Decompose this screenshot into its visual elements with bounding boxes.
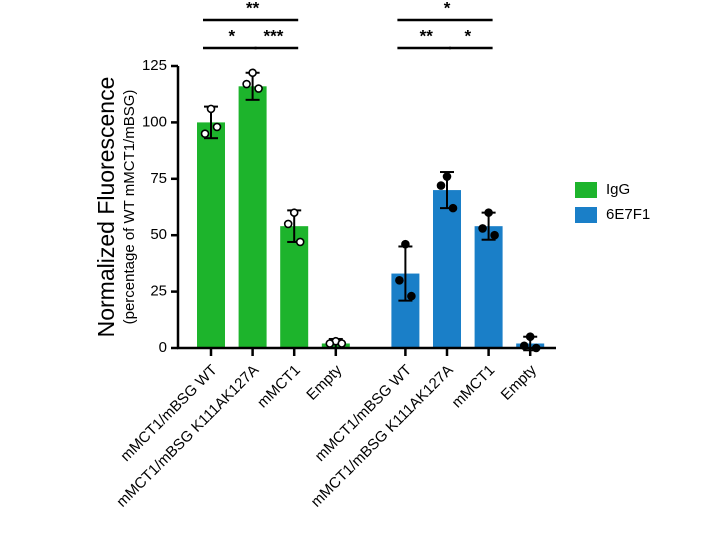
y-tick-label: 100 bbox=[142, 113, 167, 130]
data-point bbox=[206, 104, 216, 114]
data-point bbox=[337, 339, 347, 348]
data-point bbox=[242, 79, 251, 89]
y-tick-label: 0 bbox=[159, 339, 167, 356]
data-point bbox=[436, 181, 446, 190]
x-tick-label: Empty bbox=[498, 361, 540, 403]
x-tick-label: mMCT1 bbox=[254, 362, 304, 412]
legend-label: IgG bbox=[606, 181, 630, 198]
data-point bbox=[200, 129, 210, 138]
significance-label: * bbox=[464, 26, 471, 45]
data-point bbox=[289, 208, 299, 217]
data-point bbox=[395, 276, 404, 285]
data-point bbox=[448, 203, 458, 213]
bar bbox=[474, 226, 503, 348]
data-point bbox=[407, 291, 416, 301]
y-axis-title: Normalized Fluorescence bbox=[93, 77, 119, 338]
data-point bbox=[295, 237, 305, 247]
data-point bbox=[325, 339, 335, 348]
significance-label: * bbox=[228, 26, 235, 45]
y-axis-subtitle: (percentage of WT mMCT1/mBSG) bbox=[121, 90, 138, 325]
data-point bbox=[484, 208, 493, 217]
bar bbox=[197, 122, 225, 349]
significance-label: ** bbox=[246, 0, 260, 17]
x-tick-label: Empty bbox=[303, 361, 345, 403]
data-point bbox=[401, 239, 410, 249]
data-point bbox=[283, 219, 293, 229]
bar bbox=[280, 226, 309, 348]
data-point bbox=[525, 332, 535, 342]
significance-label: * bbox=[444, 0, 451, 17]
bar bbox=[238, 86, 267, 348]
y-tick-label: 125 bbox=[142, 57, 167, 74]
data-point bbox=[254, 84, 263, 93]
data-point bbox=[490, 230, 499, 240]
data-point bbox=[248, 68, 257, 78]
y-tick-label: 50 bbox=[150, 226, 167, 243]
x-tick-label: mMCT1 bbox=[449, 362, 499, 412]
legend-swatch bbox=[575, 207, 597, 223]
bar bbox=[433, 190, 461, 348]
y-axis-title-group: Normalized Fluorescence (percentage of W… bbox=[93, 77, 138, 338]
significance-label: ** bbox=[420, 26, 434, 45]
y-tick-label: 75 bbox=[150, 170, 167, 187]
y-tick-label: 25 bbox=[150, 283, 167, 300]
legend-swatch bbox=[575, 182, 597, 198]
legend-label: 6E7F1 bbox=[606, 206, 650, 223]
significance-label: *** bbox=[263, 26, 283, 45]
data-point bbox=[442, 172, 452, 181]
data-point bbox=[478, 224, 487, 233]
data-point bbox=[212, 122, 222, 132]
